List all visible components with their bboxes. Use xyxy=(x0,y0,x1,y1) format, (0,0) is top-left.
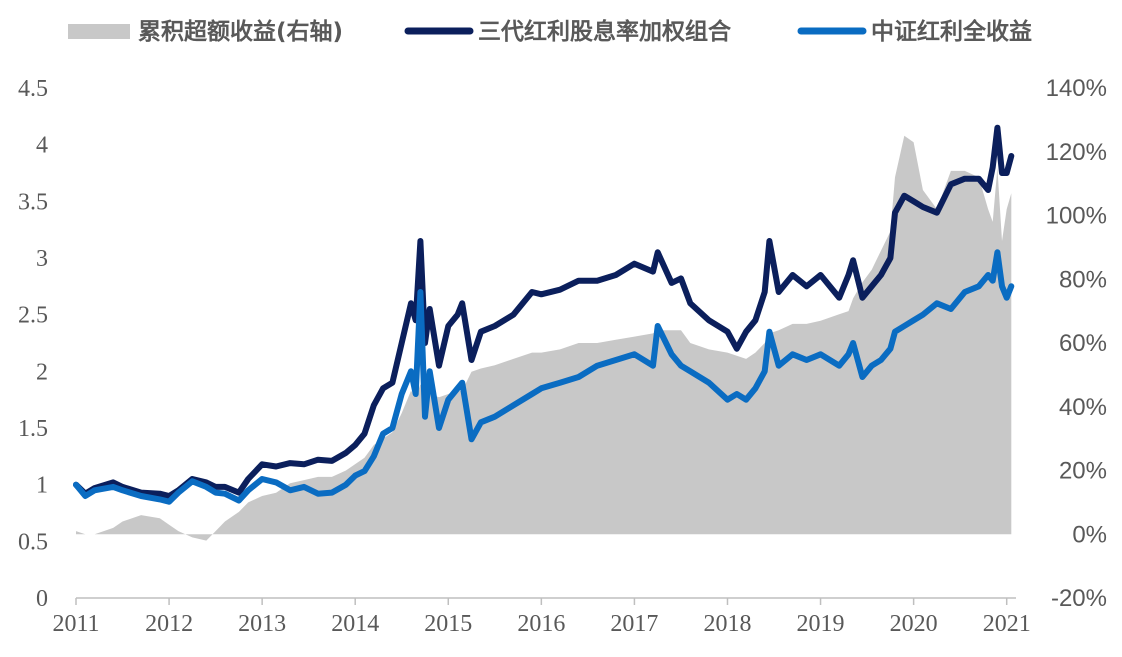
legend-label-excess-return: 累积超额收益(右轴) xyxy=(138,18,343,45)
right-axis-ticks: -20% 0% 20% 40% 60% 80% 100% 120% 140% xyxy=(1046,75,1107,612)
legend-item-index: 中证红利全收益 xyxy=(797,18,1032,45)
left-axis-tick-label: 3 xyxy=(36,246,48,272)
left-axis-tick-label: 2.5 xyxy=(18,303,48,329)
right-axis-tick-label: -20% xyxy=(1051,585,1107,612)
right-axis-tick-label: 120% xyxy=(1046,139,1107,166)
legend-swatch-area xyxy=(68,24,130,39)
series-area-excess-return xyxy=(76,135,1012,541)
x-axis-tick-label: 2011 xyxy=(52,611,99,637)
right-axis-tick-label: 0% xyxy=(1072,521,1107,548)
x-axis-tick-label: 2012 xyxy=(145,611,193,637)
x-axis-tick-label: 2014 xyxy=(331,611,379,637)
right-axis-tick-label: 60% xyxy=(1059,330,1107,357)
x-axis-tick-label: 2016 xyxy=(517,611,565,637)
left-axis-tick-label: 1 xyxy=(36,473,48,499)
left-axis-tick-label: 4.5 xyxy=(18,76,48,102)
x-axis-ticks: 2011 2012 2013 2014 2015 2016 2017 2018 2019 2020… xyxy=(52,598,1031,637)
legend-item-portfolio: 三代红利股息率加权组合 xyxy=(404,18,732,45)
x-axis-tick-label: 2021 xyxy=(983,611,1031,637)
right-axis-tick-label: 40% xyxy=(1059,394,1107,421)
left-axis-ticks: 0 0.5 1 1.5 2 2.5 3 3.5 4 4.5 xyxy=(18,76,48,612)
legend-item-excess-return: 累积超额收益(右轴) xyxy=(68,18,343,45)
legend-label-index: 中证红利全收益 xyxy=(871,18,1032,45)
excess-return-area-layer xyxy=(76,135,1012,541)
series-line-index xyxy=(73,249,1015,505)
x-axis-tick-label: 2017 xyxy=(610,611,658,637)
series-line-portfolio xyxy=(73,124,1015,499)
right-axis-tick-label: 140% xyxy=(1046,75,1107,102)
left-axis-tick-label: 3.5 xyxy=(18,189,48,215)
right-axis-tick-label: 100% xyxy=(1046,203,1107,230)
legend: 累积超额收益(右轴) 三代红利股息率加权组合 中证红利全收益 xyxy=(68,18,1032,45)
legend-label-portfolio: 三代红利股息率加权组合 xyxy=(478,18,732,45)
left-axis-tick-label: 2 xyxy=(36,359,48,385)
left-axis-tick-label: 0.5 xyxy=(18,529,48,555)
x-axis-tick-label: 2018 xyxy=(703,611,751,637)
x-axis-tick-label: 2015 xyxy=(424,611,472,637)
x-axis-tick-label: 2020 xyxy=(890,611,938,637)
series-lines-layer xyxy=(73,124,1015,505)
x-axis-tick-label: 2013 xyxy=(238,611,286,637)
x-axis-tick-label: 2019 xyxy=(797,611,845,637)
right-axis-tick-label: 80% xyxy=(1059,266,1107,293)
left-axis-tick-label: 1.5 xyxy=(18,416,48,442)
left-axis-tick-label: 4 xyxy=(36,133,48,159)
left-axis-tick-label: 0 xyxy=(36,586,48,612)
right-axis-tick-label: 20% xyxy=(1059,458,1107,485)
